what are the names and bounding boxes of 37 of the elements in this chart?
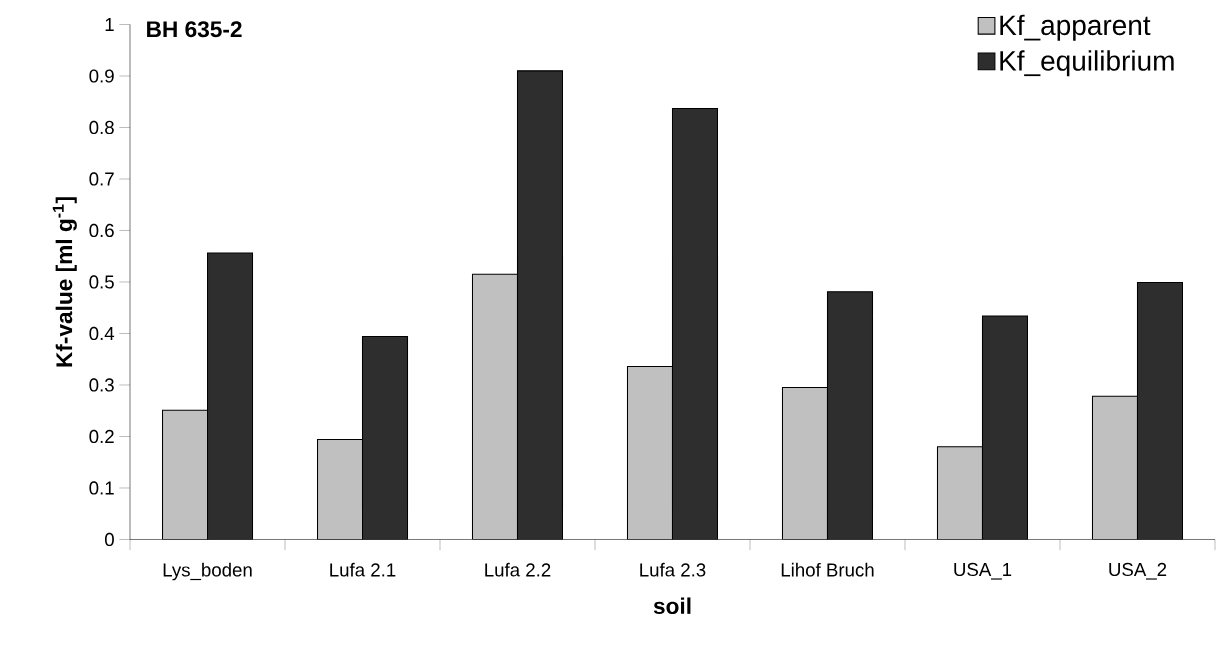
- chart-title: BH 635-2: [147, 21, 242, 38]
- y-tick-label: 0.2: [89, 429, 114, 444]
- bar: [161, 409, 209, 540]
- bar: [1091, 395, 1139, 540]
- bar: [626, 365, 674, 540]
- y-tick-label: 0.1: [89, 481, 114, 495]
- bar: [826, 291, 874, 540]
- bar: [936, 446, 984, 540]
- x-tick-label: Lihof Bruch: [781, 562, 874, 577]
- x-axis-title: soil: [653, 597, 691, 615]
- y-tick-label: 0.8: [89, 120, 114, 135]
- bar: [206, 252, 254, 540]
- y-axis-title: Kf-value [ml g$^{-1}$]: [52, 197, 77, 367]
- x-tick-label: Lufa 2.2: [485, 562, 551, 577]
- y-tick-label: 0: [104, 532, 114, 547]
- x-tick-label: USA_2: [1109, 562, 1167, 580]
- y-tick-label: 0.3: [89, 378, 114, 392]
- bar: [781, 387, 829, 540]
- y-tick-label: 0.5: [89, 275, 114, 289]
- bar: [671, 107, 719, 540]
- bar: [516, 70, 564, 540]
- bar: [471, 273, 519, 540]
- y-tick-label: 0.7: [89, 172, 114, 186]
- y-tick-label: 1: [105, 18, 114, 31]
- legend-label: Kf_equilibrium: [1000, 50, 1174, 77]
- bar: [981, 315, 1029, 540]
- x-tick-label: Lufa 2.1: [330, 562, 396, 577]
- y-tick-label: 0.9: [89, 69, 114, 83]
- legend-label: Kf_apparent: [1000, 14, 1151, 41]
- bar: [1136, 281, 1184, 540]
- bar: [361, 336, 409, 540]
- bar: [316, 439, 364, 540]
- y-tick-label: 0.6: [89, 223, 114, 238]
- x-tick-label: Lys_boden: [163, 562, 252, 581]
- x-tick-label: Lufa 2.3: [640, 562, 706, 577]
- x-tick-label: USA_1: [954, 562, 1012, 580]
- y-tick-label: 0.4: [89, 326, 115, 341]
